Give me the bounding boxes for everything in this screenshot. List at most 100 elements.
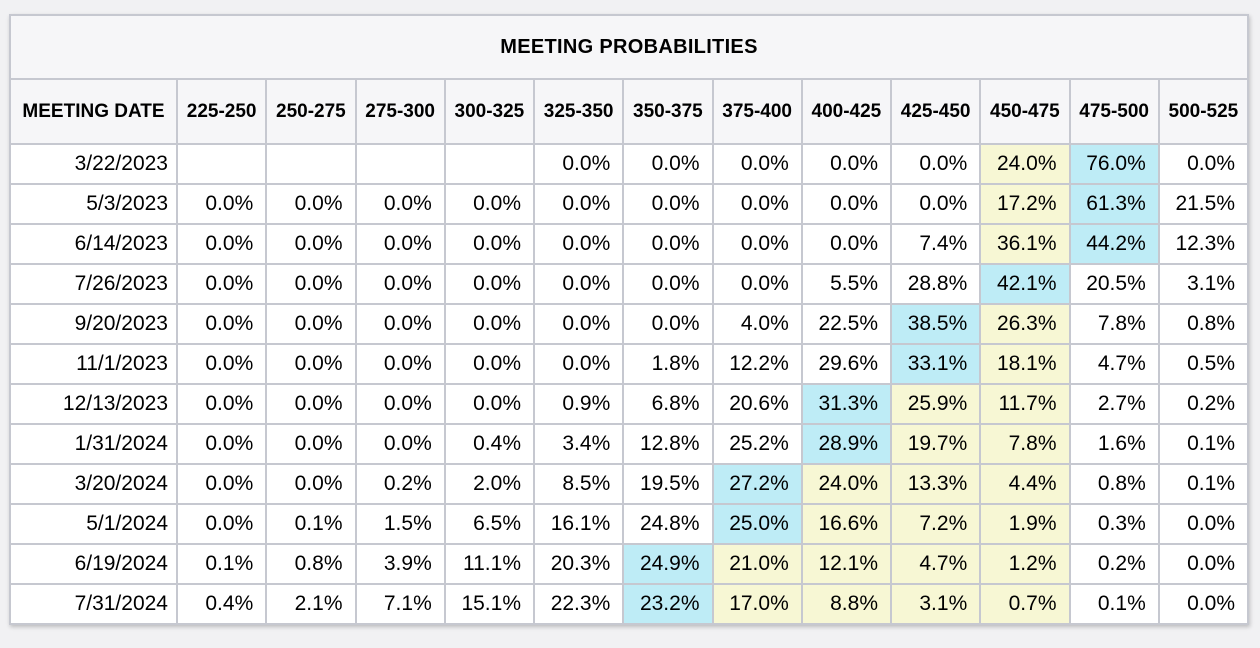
table-row: 5/3/2023 0.0% 0.0% 0.0% 0.0% 0.0% 0.0% 0.0% 0.0%… (9, 183, 1250, 225)
meeting-probabilities-table: MEETING PROBABILITIES MEETING DATE 225-2… (9, 14, 1250, 625)
probability-cell: 1.5% (354, 503, 446, 545)
probability-cell: 0.0% (800, 183, 893, 225)
probability-cell: 0.1% (1157, 463, 1250, 505)
column-header-rate: 500-525 (1157, 78, 1250, 145)
probability-cell: 0.0% (532, 223, 625, 265)
column-header-rate: 300-325 (443, 78, 536, 145)
probability-cell: 0.4% (443, 423, 536, 465)
column-header-rate: 375-400 (711, 78, 803, 145)
probability-cell: 0.2% (1157, 383, 1250, 425)
probability-cell: 8.5% (532, 463, 625, 505)
probability-cell: 0.0% (265, 463, 357, 505)
table-row: 6/14/2023 0.0% 0.0% 0.0% 0.0% 0.0% 0.0% 0.0% 0.0… (9, 223, 1250, 265)
probability-cell: 1.2% (979, 543, 1071, 585)
probability-cell: 27.2% (711, 463, 803, 505)
probability-cell: 2.1% (265, 583, 357, 625)
meeting-date-cell: 1/31/2024 (9, 423, 178, 465)
probability-cell: 17.2% (979, 183, 1071, 225)
table-row: 7/31/2024 0.4% 2.1% 7.1% 15.1% 22.3% 23.2% 17.0… (9, 583, 1250, 625)
probability-cell: 7.2% (889, 503, 982, 545)
probability-cell: 21.5% (1157, 183, 1250, 225)
probability-cell: 0.0% (354, 343, 446, 385)
probability-cell (175, 143, 268, 185)
table-title: MEETING PROBABILITIES (9, 14, 1249, 80)
probability-cell: 0.0% (265, 183, 357, 225)
probability-cell: 0.0% (443, 223, 536, 265)
probability-cell: 0.0% (443, 263, 536, 305)
probability-cell: 0.0% (175, 503, 268, 545)
probability-cell: 19.5% (622, 463, 714, 505)
probability-cell: 23.2% (622, 583, 714, 625)
probability-cell: 19.7% (889, 423, 982, 465)
probability-cell: 0.0% (1157, 543, 1250, 585)
probability-cell: 0.1% (1068, 583, 1160, 625)
probability-cell: 12.8% (622, 423, 714, 465)
probability-cell: 0.0% (175, 463, 268, 505)
meeting-date-cell: 3/22/2023 (9, 143, 178, 185)
probability-cell: 0.0% (889, 143, 982, 185)
column-header-rate: 275-300 (354, 78, 446, 145)
probability-cell: 1.8% (622, 343, 714, 385)
probability-cell: 16.6% (800, 503, 893, 545)
probability-cell: 0.0% (354, 223, 446, 265)
table-row: 9/20/2023 0.0% 0.0% 0.0% 0.0% 0.0% 0.0% 4.0% 22.… (9, 303, 1250, 345)
probability-cell: 0.0% (532, 263, 625, 305)
probability-cell: 25.2% (711, 423, 803, 465)
probability-cell: 0.0% (175, 263, 268, 305)
probability-cell: 24.0% (979, 143, 1071, 185)
column-header-rate: 325-350 (532, 78, 625, 145)
probability-cell: 0.2% (354, 463, 446, 505)
probability-cell: 0.0% (711, 143, 803, 185)
probability-cell: 25.0% (711, 503, 803, 545)
probability-cell: 36.1% (979, 223, 1071, 265)
column-header-rate: 400-425 (800, 78, 893, 145)
probability-cell: 24.8% (622, 503, 714, 545)
probability-cell: 0.0% (443, 343, 536, 385)
probability-cell: 0.0% (265, 303, 357, 345)
probability-cell: 12.3% (1157, 223, 1250, 265)
probability-cell: 0.0% (175, 303, 268, 345)
meeting-date-cell: 11/1/2023 (9, 343, 178, 385)
probability-cell: 0.0% (622, 303, 714, 345)
probability-cell: 25.9% (889, 383, 982, 425)
probability-cell: 44.2% (1068, 223, 1160, 265)
probability-cell: 4.7% (1068, 343, 1160, 385)
probability-cell: 24.0% (800, 463, 893, 505)
probability-cell: 20.6% (711, 383, 803, 425)
probability-cell: 31.3% (800, 383, 893, 425)
probability-cell: 0.8% (265, 543, 357, 585)
probability-cell: 12.2% (711, 343, 803, 385)
meeting-date-cell: 7/31/2024 (9, 583, 178, 625)
table-row: 3/20/2024 0.0% 0.0% 0.2% 2.0% 8.5% 19.5% 27.2% 2… (9, 463, 1250, 505)
probability-cell: 3.1% (889, 583, 982, 625)
probability-cell: 33.1% (889, 343, 982, 385)
probability-cell: 0.0% (443, 383, 536, 425)
meeting-date-cell: 7/26/2023 (9, 263, 178, 305)
probability-cell: 0.1% (265, 503, 357, 545)
probability-cell: 29.6% (800, 343, 893, 385)
probability-cell: 0.0% (889, 183, 982, 225)
probability-cell: 2.0% (443, 463, 536, 505)
probability-cell: 2.7% (1068, 383, 1160, 425)
meeting-date-cell: 12/13/2023 (9, 383, 178, 425)
column-header-rate: 225-250 (175, 78, 268, 145)
table-row: 7/26/2023 0.0% 0.0% 0.0% 0.0% 0.0% 0.0% 0.0% 5.5… (9, 263, 1250, 305)
probability-cell: 0.0% (354, 423, 446, 465)
probability-cell: 7.4% (889, 223, 982, 265)
table-body: 3/22/2023 0.0% 0.0% 0.0% 0.0% 0.0% 24.0% 76.0% 0… (9, 143, 1250, 625)
probability-cell: 17.0% (711, 583, 803, 625)
probability-cell: 7.1% (354, 583, 446, 625)
probability-cell (354, 143, 446, 185)
probability-cell: 13.3% (889, 463, 982, 505)
meeting-date-cell: 5/3/2023 (9, 183, 178, 225)
probability-cell: 7.8% (1068, 303, 1160, 345)
probability-cell: 1.6% (1068, 423, 1160, 465)
probability-cell (265, 143, 357, 185)
probability-cell: 22.3% (532, 583, 625, 625)
probability-cell: 24.9% (622, 543, 714, 585)
table-title-row: MEETING PROBABILITIES (9, 14, 1249, 80)
meeting-date-cell: 6/14/2023 (9, 223, 178, 265)
probability-cell: 76.0% (1068, 143, 1160, 185)
probability-cell: 0.0% (532, 143, 625, 185)
column-header-rate: 450-475 (979, 78, 1071, 145)
